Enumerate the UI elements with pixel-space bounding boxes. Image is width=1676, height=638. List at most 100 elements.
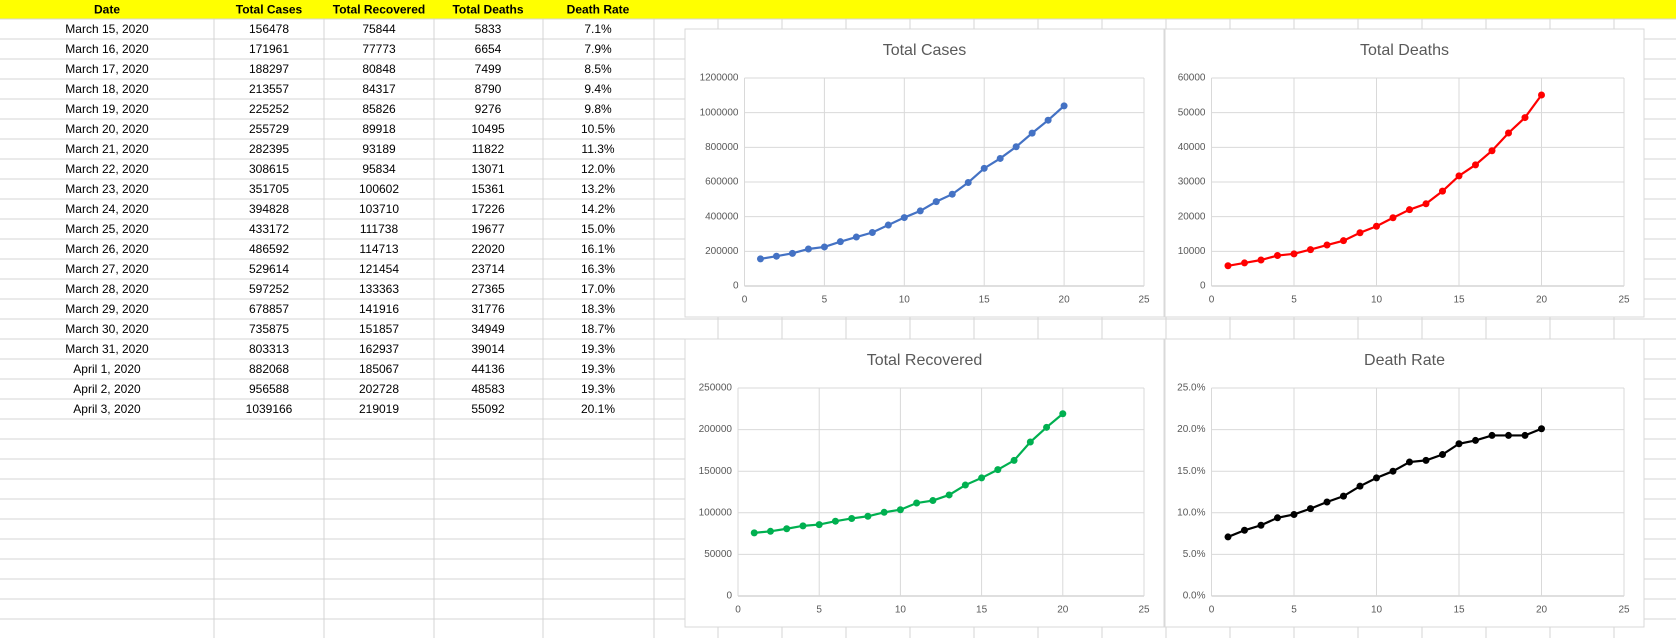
- cell: 735875: [249, 322, 289, 336]
- x-tick-label: 20: [1536, 605, 1548, 616]
- y-tick-label: 40000: [1178, 142, 1206, 153]
- x-tick-label: 10: [1371, 605, 1383, 616]
- point: [1274, 252, 1281, 260]
- column-header: Total Recovered: [333, 3, 425, 17]
- point: [1323, 498, 1331, 506]
- cell: 19.3%: [581, 362, 615, 376]
- y-tick-label: 20.0%: [1177, 424, 1205, 435]
- chart: Total Deaths 0 10000 20000 30000 40000 50000 60…: [1164, 28, 1645, 318]
- point: [804, 245, 812, 253]
- point: [916, 207, 924, 215]
- point: [1043, 423, 1051, 431]
- chart-title: Death Rate: [1364, 352, 1445, 369]
- point: [1455, 440, 1463, 448]
- point: [1340, 237, 1347, 245]
- point: [756, 255, 764, 263]
- cell: 14.2%: [581, 202, 615, 216]
- y-tick-label: 0.0%: [1183, 591, 1206, 602]
- y-tick-label: 50000: [704, 549, 732, 560]
- cell: 9276: [475, 102, 502, 116]
- cell: 351705: [249, 182, 289, 196]
- chart-title: Total Cases: [883, 42, 967, 59]
- y-tick-label: 200000: [699, 424, 733, 435]
- point: [1439, 187, 1446, 195]
- y-tick-label: 10.0%: [1177, 507, 1205, 518]
- cell: March 31, 2020: [65, 342, 149, 356]
- cell: 1039166: [246, 402, 293, 416]
- cell: 39014: [471, 342, 505, 356]
- point: [1455, 172, 1463, 180]
- cell: March 18, 2020: [65, 82, 149, 96]
- x-tick-label: 0: [742, 295, 748, 306]
- point: [964, 178, 972, 186]
- cell: 20.1%: [581, 402, 615, 416]
- cell: March 25, 2020: [65, 222, 149, 236]
- point: [980, 164, 988, 172]
- cell: April 2, 2020: [73, 382, 141, 396]
- point: [820, 243, 828, 251]
- cell: March 24, 2020: [65, 202, 149, 216]
- point: [1521, 114, 1529, 122]
- cell: 31776: [471, 302, 505, 316]
- cell: 15361: [471, 182, 505, 196]
- point: [1422, 456, 1430, 464]
- cell: 529614: [249, 262, 289, 276]
- cell: 213557: [249, 82, 289, 96]
- point: [929, 497, 937, 505]
- cell: 486592: [249, 242, 289, 256]
- cell: March 22, 2020: [65, 162, 149, 176]
- cell: March 16, 2020: [65, 42, 149, 56]
- y-tick-label: 400000: [705, 211, 739, 222]
- point: [788, 249, 796, 257]
- point: [1241, 259, 1248, 267]
- point: [1307, 246, 1314, 254]
- point: [900, 214, 908, 222]
- cell: 89918: [362, 122, 396, 136]
- cell: 156478: [249, 22, 289, 36]
- x-tick-label: 0: [1209, 605, 1215, 616]
- cell: 255729: [249, 122, 289, 136]
- point: [1422, 200, 1430, 208]
- y-tick-label: 600000: [705, 177, 739, 188]
- x-tick-label: 25: [1138, 295, 1150, 306]
- x-tick-label: 15: [976, 605, 988, 616]
- chart: Total Cases 0 200000 400000 600000 800000 1000…: [684, 28, 1165, 318]
- y-tick-label: 1000000: [700, 107, 739, 118]
- cell: 85826: [362, 102, 396, 116]
- cell: 11822: [472, 142, 505, 156]
- cell: April 1, 2020: [73, 362, 141, 376]
- y-tick-label: 5.0%: [1183, 549, 1206, 560]
- point: [750, 529, 758, 537]
- point: [864, 512, 872, 520]
- point: [945, 491, 953, 499]
- point: [1274, 514, 1281, 522]
- x-tick-label: 25: [1138, 605, 1150, 616]
- x-tick-label: 5: [822, 295, 828, 306]
- y-tick-label: 0: [726, 591, 732, 602]
- cell: 111738: [360, 222, 399, 236]
- y-tick-label: 1200000: [700, 73, 739, 84]
- point: [1340, 492, 1347, 500]
- x-tick-label: 15: [1453, 295, 1465, 306]
- point: [1472, 161, 1479, 169]
- cell: March 15, 2020: [65, 22, 149, 36]
- cell: 7499: [475, 62, 502, 76]
- y-tick-label: 25.0%: [1177, 383, 1205, 394]
- cell: 9.8%: [584, 102, 612, 116]
- x-tick-label: 20: [1059, 295, 1071, 306]
- cell: 162937: [359, 342, 399, 356]
- cell: 10.5%: [581, 122, 615, 136]
- cell: 171961: [249, 42, 289, 56]
- cell: 12.0%: [581, 162, 615, 176]
- chart-area: [1164, 28, 1645, 318]
- cell: 803313: [249, 342, 289, 356]
- point: [1257, 256, 1265, 264]
- cell: 48583: [471, 382, 505, 396]
- cell: April 3, 2020: [73, 402, 141, 416]
- cell: March 23, 2020: [65, 182, 149, 196]
- cell: 133363: [359, 282, 399, 296]
- point: [1290, 250, 1298, 258]
- point: [1323, 241, 1331, 249]
